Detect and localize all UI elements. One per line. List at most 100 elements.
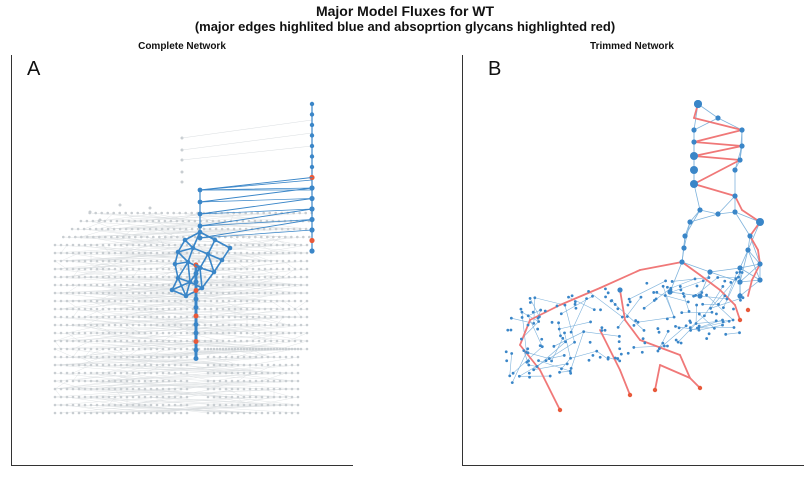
- minor-node: [227, 251, 231, 255]
- minor-edge: [66, 252, 284, 262]
- minor-node: [83, 387, 87, 391]
- minor-node: [167, 347, 171, 351]
- absorption-edge: [681, 261, 701, 276]
- trimmed-node: [532, 368, 536, 372]
- minor-node: [209, 251, 213, 255]
- minor-node: [137, 275, 141, 279]
- minor-node: [122, 235, 125, 239]
- minor-node: [298, 211, 302, 215]
- minor-node: [155, 315, 159, 319]
- minor-edge: [294, 300, 308, 310]
- minor-node: [224, 371, 228, 375]
- minor-node: [166, 227, 170, 231]
- minor-node: [71, 355, 75, 359]
- minor-node: [113, 243, 117, 247]
- minor-node: [149, 331, 153, 335]
- trimmed-node: [537, 315, 541, 319]
- minor-node: [230, 371, 234, 375]
- minor-node: [245, 259, 249, 263]
- minor-node: [284, 387, 288, 391]
- absorption-node: [193, 271, 199, 276]
- minor-node: [296, 379, 300, 383]
- minor-node: [248, 371, 252, 375]
- minor-node: [71, 403, 75, 407]
- minor-node: [260, 363, 264, 367]
- absorption-edge: [689, 377, 701, 389]
- minor-node: [125, 379, 129, 383]
- minor-node: [209, 339, 213, 343]
- minor-node: [77, 315, 81, 319]
- minor-node: [107, 411, 111, 415]
- minor-node: [142, 227, 146, 231]
- minor-node: [230, 355, 234, 359]
- minor-node: [119, 323, 123, 327]
- minor-node: [65, 291, 69, 295]
- minor-node: [203, 243, 207, 247]
- minor-node: [281, 331, 285, 335]
- trimmed-edge: [717, 117, 743, 131]
- minor-edge: [135, 236, 272, 246]
- minor-node: [71, 299, 75, 303]
- trimmed-node: [657, 330, 661, 334]
- trimmed-edge: [739, 263, 761, 283]
- minor-node: [77, 411, 81, 415]
- minor-node: [74, 235, 77, 239]
- minor-edge: [54, 356, 176, 366]
- trimmed-node: [532, 322, 536, 325]
- minor-node: [125, 363, 129, 367]
- minor-node: [278, 347, 282, 351]
- absorption-edge: [539, 369, 561, 411]
- minor-node: [218, 371, 222, 375]
- minor-node: [293, 323, 297, 327]
- minor-node: [65, 403, 69, 407]
- trimmed-edge: [734, 211, 761, 223]
- trimmed-node: [739, 298, 742, 302]
- minor-node: [275, 251, 279, 255]
- minor-node: [244, 227, 248, 231]
- minor-node: [256, 211, 260, 215]
- minor-node: [167, 411, 171, 415]
- trimmed-node: [737, 279, 743, 285]
- minor-node: [101, 259, 105, 263]
- absorption-node: [557, 407, 563, 413]
- minor-node: [107, 259, 111, 263]
- minor-node: [215, 259, 219, 263]
- trimmed-edge: [553, 331, 584, 347]
- minor-edge: [54, 332, 80, 342]
- minor-node: [266, 387, 270, 391]
- trimmed-node: [505, 359, 509, 363]
- minor-edge: [108, 372, 188, 382]
- minor-node: [245, 291, 249, 295]
- minor-node: [107, 299, 111, 303]
- minor-node: [272, 363, 276, 367]
- minor-node: [118, 227, 122, 231]
- minor-node: [65, 259, 69, 263]
- minor-node: [119, 291, 123, 295]
- minor-edge: [54, 388, 164, 398]
- minor-node: [179, 315, 183, 319]
- trimmed-node: [732, 326, 736, 329]
- minor-edge: [90, 260, 128, 270]
- minor-node: [53, 283, 57, 287]
- minor-edge: [84, 260, 116, 270]
- trimmed-node: [724, 332, 728, 336]
- minor-node: [215, 339, 219, 343]
- minor-node: [209, 267, 213, 271]
- minor-edge: [78, 356, 104, 366]
- minor-node: [227, 243, 231, 247]
- minor-node: [161, 275, 165, 279]
- minor-edge: [150, 300, 272, 310]
- minor-node: [119, 275, 123, 279]
- minor-edge: [102, 332, 170, 342]
- minor-node: [161, 355, 165, 359]
- minor-node: [215, 283, 219, 287]
- minor-node: [245, 283, 249, 287]
- minor-node: [286, 227, 290, 231]
- minor-node: [293, 307, 297, 311]
- minor-node: [101, 299, 105, 303]
- minor-node: [299, 347, 303, 351]
- minor-node: [203, 347, 207, 351]
- minor-edge: [150, 340, 266, 350]
- minor-node: [281, 315, 285, 319]
- trimmed-edge: [739, 249, 749, 283]
